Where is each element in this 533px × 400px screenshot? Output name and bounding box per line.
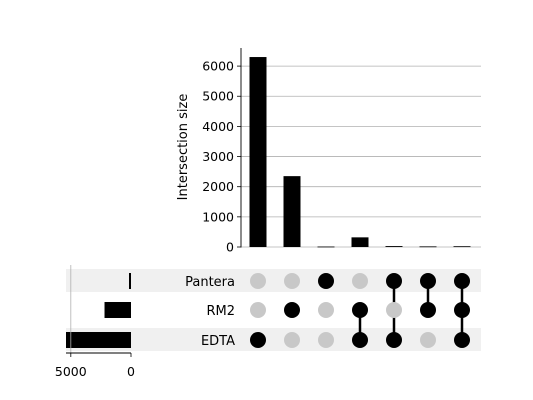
- membership-dot-inactive: [250, 302, 266, 318]
- membership-dot-active: [420, 273, 436, 289]
- intersection-bar: [283, 176, 301, 247]
- membership-dot-inactive: [318, 302, 334, 318]
- y-tick-label: 5000: [202, 89, 234, 104]
- y-tick-label: 2000: [202, 179, 234, 194]
- intersection-bar: [249, 57, 267, 247]
- intersection-bar: [453, 246, 471, 248]
- membership-dot-active: [454, 273, 470, 289]
- set-label: EDTA: [201, 334, 235, 349]
- y-tick-label: 3000: [202, 149, 234, 164]
- membership-dot-active: [420, 302, 436, 318]
- membership-dot-inactive: [250, 273, 266, 289]
- y-tick-label: 0: [226, 240, 234, 255]
- membership-dot-inactive: [420, 332, 436, 348]
- membership-dot-active: [454, 332, 470, 348]
- intersection-bar: [351, 237, 369, 247]
- membership-dot-active: [352, 332, 368, 348]
- intersection-bar: [317, 246, 335, 248]
- intersection-bars: [249, 57, 471, 248]
- intersection-bar: [419, 246, 437, 248]
- row-shade-edta: [66, 328, 481, 351]
- set-label: RM2: [206, 304, 235, 319]
- membership-dot-active: [352, 302, 368, 318]
- y-tick-label: 6000: [202, 59, 234, 74]
- y-tick-label: 4000: [202, 119, 234, 134]
- membership-dot-active: [250, 332, 266, 348]
- set-size-axis: 5000 0: [55, 265, 135, 379]
- set-name-labels: Pantera RM2 EDTA: [185, 275, 235, 349]
- membership-dot-active: [454, 302, 470, 318]
- membership-dot-inactive: [386, 302, 402, 318]
- membership-dot-active: [318, 273, 334, 289]
- membership-dot-inactive: [352, 273, 368, 289]
- y-axis-label: Intersection size: [176, 94, 191, 201]
- intersection-gridlines: [241, 65, 481, 248]
- membership-dot-active: [284, 302, 300, 318]
- membership-dot-inactive: [318, 332, 334, 348]
- membership-dot-active: [386, 332, 402, 348]
- matrix-row-shading: [66, 269, 481, 351]
- intersection-bar: [385, 246, 403, 247]
- intersection-axis: 0 1000 2000 3000 4000 5000 6000: [202, 48, 242, 255]
- membership-matrix: [250, 273, 470, 348]
- y-tick-label: 1000: [202, 209, 234, 224]
- set-size-bar: [104, 302, 131, 318]
- membership-dot-active: [386, 273, 402, 289]
- set-label: Pantera: [185, 275, 235, 290]
- set-size-bars: [66, 273, 131, 348]
- set-size-bar: [66, 332, 131, 348]
- set-size-tick-label: 0: [127, 364, 135, 379]
- row-shade-pantera: [66, 269, 481, 292]
- membership-dot-inactive: [284, 332, 300, 348]
- membership-dot-inactive: [284, 273, 300, 289]
- set-size-tick-label: 5000: [55, 364, 87, 379]
- set-size-bar: [129, 273, 131, 289]
